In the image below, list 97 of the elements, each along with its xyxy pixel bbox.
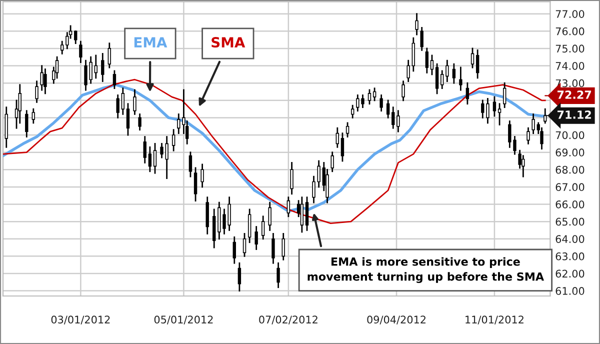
candlestick (425, 48, 429, 74)
y-tick-label: 69.00 (556, 148, 584, 156)
candlestick (148, 146, 152, 172)
candlestick (452, 63, 456, 84)
y-tick-label: 64.00 (556, 235, 584, 243)
candlestick (372, 88, 376, 102)
candlestick (138, 114, 142, 131)
candlestick (232, 236, 236, 264)
candlestick (406, 60, 410, 82)
candlestick (60, 40, 64, 54)
candlestick (435, 63, 439, 94)
candlestick (177, 114, 180, 134)
candlestick (282, 232, 285, 260)
candlestick (466, 82, 470, 105)
candlestick (116, 94, 120, 118)
candlestick (459, 66, 462, 91)
candlestick (248, 208, 252, 244)
y-tick-label: 62.00 (556, 270, 584, 278)
candlestick (242, 232, 246, 257)
candlestick (261, 216, 265, 240)
candlestick (32, 108, 35, 124)
y-tick-label: 75.00 (556, 44, 584, 53)
text: SMA (212, 37, 246, 48)
y-tick-label: 66.00 (556, 200, 584, 208)
candlestick (126, 103, 130, 136)
candlestick (25, 110, 28, 138)
candlestick (420, 26, 424, 51)
candlestick (44, 68, 47, 94)
candlestick (133, 89, 136, 115)
annotation: 71.12 (558, 110, 591, 119)
candlestick (305, 196, 309, 231)
candlestick (402, 80, 405, 102)
candlestick (172, 129, 176, 152)
candlestick (481, 100, 484, 118)
x-tick-label: 05/01/2012 (154, 316, 213, 324)
candlestick (430, 54, 434, 76)
candlestick (336, 127, 339, 148)
text: EMA (134, 37, 168, 48)
candlestick (35, 80, 38, 103)
candlestick (440, 70, 444, 89)
candlestick (492, 96, 496, 117)
y-tick-label: 63.00 (556, 252, 584, 260)
candlestick (340, 132, 344, 162)
candlestick (476, 49, 480, 79)
y-tick-label: 77.00 (556, 10, 584, 18)
candlestick (238, 262, 242, 292)
candlestick (503, 82, 506, 108)
candlestick (526, 127, 530, 144)
candlestick (532, 114, 535, 134)
candlestick (121, 88, 125, 115)
candlestick (112, 70, 116, 89)
x-tick-label: 09/04/2012 (367, 316, 426, 324)
y-tick-label: 68.00 (556, 166, 584, 174)
y-tick-label: 74.00 (556, 62, 584, 70)
candlestick (392, 106, 395, 129)
annotation: 72.27 (558, 90, 592, 99)
y-tick-label: 76.00 (556, 27, 584, 36)
candlestick (446, 60, 449, 82)
candlestick (351, 104, 354, 118)
candlestick (498, 103, 502, 126)
candlestick (268, 202, 272, 231)
candlestick (101, 52, 104, 82)
candlestick (272, 232, 275, 264)
candlestick (79, 40, 82, 63)
candlestick (380, 94, 383, 112)
candlestick (415, 13, 418, 36)
candlestick (286, 196, 290, 218)
candlestick (368, 89, 372, 105)
annotation: EMA is more sensitive to price movement turning up before the SMA (308, 257, 544, 284)
x-tick-label: 03/01/2012 (51, 316, 110, 324)
candlestick (300, 196, 304, 233)
x-tick-label: 07/02/2012 (259, 316, 318, 324)
y-tick-label: 73.00 (556, 79, 584, 88)
candlestick (330, 152, 334, 172)
candlestick (346, 122, 350, 138)
candlestick (194, 167, 198, 202)
y-tick-label: 70.00 (556, 131, 584, 140)
candlestick (108, 42, 111, 68)
y-tick-label: 67.00 (556, 183, 584, 192)
candlestick (254, 226, 258, 250)
candlestick (396, 110, 400, 132)
candlestick (40, 65, 44, 91)
y-tick-label: 61.00 (556, 287, 584, 295)
candlestick (470, 48, 474, 68)
x-tick-label: 11/01/2012 (466, 316, 524, 324)
candlestick (94, 54, 98, 79)
candlestick (153, 142, 157, 174)
candlestick (412, 37, 415, 72)
candlestick (486, 98, 490, 124)
candlestick (276, 262, 280, 288)
candlestick (188, 152, 192, 178)
candlestick (386, 100, 390, 118)
y-tick-label: 65.00 (556, 218, 584, 226)
candlestick (143, 136, 146, 164)
candlestick (290, 162, 294, 195)
candlestick (74, 30, 78, 44)
candlestick (200, 164, 204, 188)
